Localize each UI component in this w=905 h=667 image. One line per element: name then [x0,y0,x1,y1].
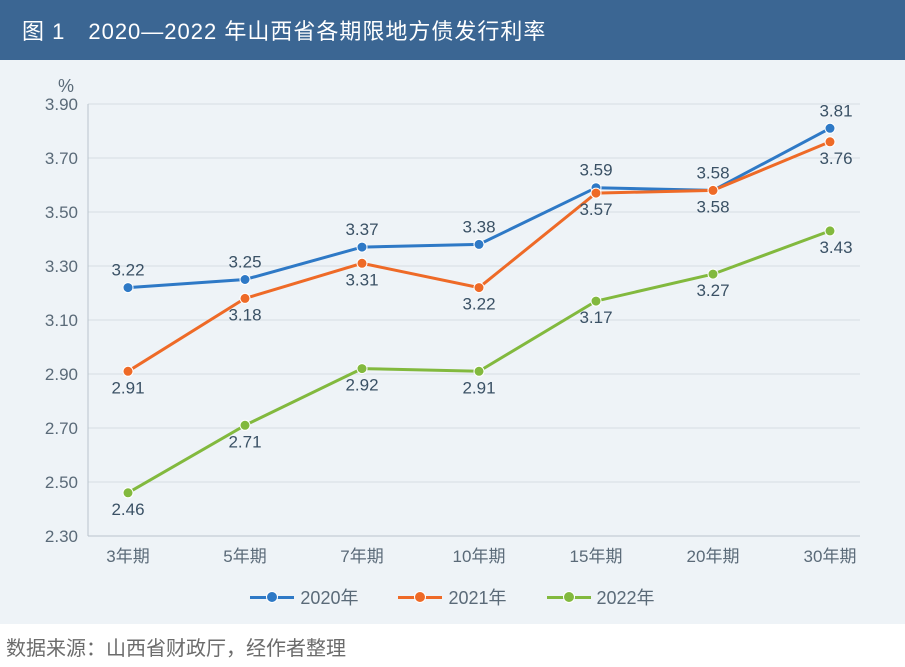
legend-label: 2021年 [448,584,506,610]
svg-text:2.92: 2.92 [345,376,378,395]
svg-text:3.31: 3.31 [345,270,378,289]
legend: 2020年 2021年 2022年 [10,580,895,618]
legend-swatch-2022 [547,596,591,599]
svg-text:2.30: 2.30 [45,527,78,546]
svg-text:2.91: 2.91 [111,378,144,397]
legend-item-2020: 2020年 [250,584,358,610]
svg-text:3.27: 3.27 [696,281,729,300]
legend-item-2021: 2021年 [398,584,506,610]
svg-text:3.37: 3.37 [345,220,378,239]
svg-text:2.90: 2.90 [45,365,78,384]
svg-text:3.59: 3.59 [579,161,612,180]
svg-text:3.17: 3.17 [579,308,612,327]
svg-text:3.70: 3.70 [45,149,78,168]
svg-text:3.18: 3.18 [228,305,261,324]
line-chart: 2.30 2.50 2.70 2.90 3.10 3.30 3.50 3.70 3.90% 3年期… [10,70,890,580]
chart-area: 2.30 2.50 2.70 2.90 3.10 3.30 3.50 3.70 3.90% 3年期… [0,60,905,624]
svg-text:20年期: 20年期 [687,547,740,566]
source-text: 数据来源：山西省财政厅，经作者整理 [0,624,905,667]
svg-text:3年期: 3年期 [106,547,149,566]
legend-swatch-2020 [250,596,294,599]
svg-text:10年期: 10年期 [453,547,506,566]
svg-text:3.10: 3.10 [45,311,78,330]
svg-text:15年期: 15年期 [570,547,623,566]
svg-text:7年期: 7年期 [340,547,383,566]
svg-text:3.22: 3.22 [462,295,495,314]
svg-text:2.50: 2.50 [45,473,78,492]
svg-text:%: % [58,76,74,96]
chart-title: 图 1 2020—2022 年山西省各期限地方债发行利率 [0,0,905,60]
svg-text:3.76: 3.76 [819,149,852,168]
svg-text:2.46: 2.46 [111,500,144,519]
svg-text:3.50: 3.50 [45,203,78,222]
svg-text:3.30: 3.30 [45,257,78,276]
svg-text:30年期: 30年期 [804,547,857,566]
legend-swatch-2021 [398,596,442,599]
svg-text:3.38: 3.38 [462,217,495,236]
legend-label: 2022年 [597,584,655,610]
svg-text:3.43: 3.43 [819,238,852,257]
svg-text:2.70: 2.70 [45,419,78,438]
svg-text:2.71: 2.71 [228,432,261,451]
svg-text:3.22: 3.22 [111,261,144,280]
svg-text:3.90: 3.90 [45,95,78,114]
svg-text:3.58: 3.58 [696,197,729,216]
svg-text:3.81: 3.81 [819,101,852,120]
svg-text:3.25: 3.25 [228,253,261,272]
figure-container: 图 1 2020—2022 年山西省各期限地方债发行利率 2.30 2.50 2.7… [0,0,905,667]
svg-text:3.58: 3.58 [696,163,729,182]
chart-svg: 2.30 2.50 2.70 2.90 3.10 3.30 3.50 3.70 3.90% 3年期… [10,70,890,580]
svg-text:3.57: 3.57 [579,200,612,219]
svg-text:5年期: 5年期 [223,547,266,566]
legend-label: 2020年 [300,584,358,610]
legend-item-2022: 2022年 [547,584,655,610]
svg-text:2.91: 2.91 [462,378,495,397]
